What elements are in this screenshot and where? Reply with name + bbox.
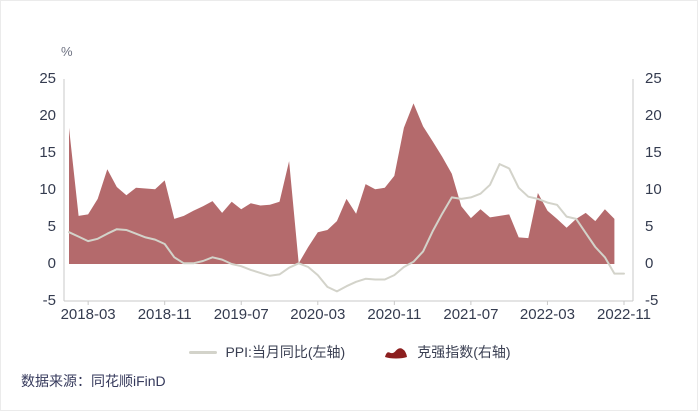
legend-item-ppi: PPI:当月同比(左轴) xyxy=(189,342,345,362)
x-tick-label: 2019-07 xyxy=(213,306,269,323)
y-tick-label: 20 xyxy=(39,107,56,124)
ppi-line-series xyxy=(68,163,625,293)
line-marker-icon xyxy=(189,350,218,354)
x-tick-label: 2018-03 xyxy=(60,306,116,323)
chart-legend: PPI:当月同比(左轴) 克强指数(右轴) xyxy=(1,342,697,362)
x-tick-label: 2020-03 xyxy=(290,306,346,323)
x-tick-label: 2022-11 xyxy=(597,306,651,323)
legend-label-keqiang: 克强指数(右轴) xyxy=(417,344,511,360)
y-tick-label: -5 xyxy=(645,292,659,309)
y-tick-label: 25 xyxy=(39,70,56,87)
y-tick-label: 15 xyxy=(39,144,56,161)
legend-item-keqiang: 克强指数(右轴) xyxy=(383,342,511,362)
x-tick-label: 2018-11 xyxy=(137,306,192,323)
y-tick-label: 25 xyxy=(645,70,662,87)
y-tick-label: 10 xyxy=(39,181,56,198)
data-source-label: 数据来源：同花顺iFinD xyxy=(21,373,166,389)
y-tick-label: 0 xyxy=(645,255,654,272)
y-tick-label: 5 xyxy=(47,218,56,235)
y-tick-label: 20 xyxy=(645,107,662,124)
y-tick-label: 5 xyxy=(645,218,654,235)
area-marker-icon xyxy=(385,347,408,358)
y-tick-label: 0 xyxy=(47,255,56,272)
keqiang-area-series xyxy=(69,103,615,265)
legend-label-ppi: PPI:当月同比(左轴) xyxy=(225,344,346,360)
chart-canvas xyxy=(63,79,634,305)
x-tick-label: 2022-03 xyxy=(519,306,575,323)
y-tick-label: -5 xyxy=(42,292,56,309)
y-tick-label: 15 xyxy=(645,144,662,161)
y-tick-label: 10 xyxy=(645,181,662,198)
x-tick-label: 2021-07 xyxy=(443,306,499,323)
x-tick-label: 2020-11 xyxy=(367,306,422,323)
y-axis-unit-label: % xyxy=(61,44,73,59)
